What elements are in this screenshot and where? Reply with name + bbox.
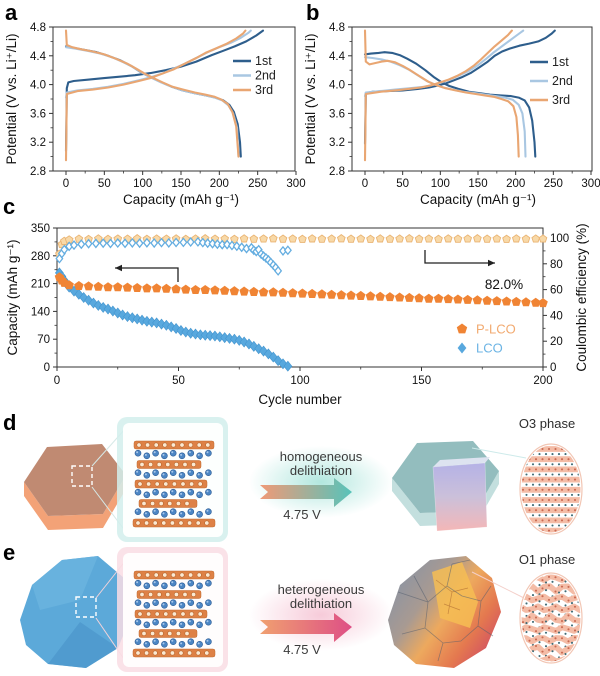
panel-label-b: b bbox=[306, 0, 320, 25]
svg-text:200: 200 bbox=[210, 178, 229, 190]
svg-text:4.8: 4.8 bbox=[30, 22, 46, 34]
o3-phase-label: O3 phase bbox=[519, 416, 575, 431]
zoom-region-box bbox=[75, 596, 97, 618]
svg-text:200: 200 bbox=[506, 178, 525, 190]
svg-text:0: 0 bbox=[362, 178, 368, 190]
svg-text:3rd: 3rd bbox=[552, 93, 570, 107]
phase-connector-line bbox=[471, 571, 525, 599]
heterogeneous-label-line1: heterogeneous bbox=[278, 582, 365, 597]
polyhedron-facet-top bbox=[32, 556, 98, 610]
svg-text:3.6: 3.6 bbox=[30, 108, 46, 120]
svg-text:50: 50 bbox=[172, 375, 185, 387]
svg-text:4.4: 4.4 bbox=[329, 51, 346, 63]
facet-crack-lines bbox=[435, 579, 469, 615]
svg-text:3.2: 3.2 bbox=[30, 137, 46, 149]
svg-text:3rd: 3rd bbox=[255, 83, 273, 97]
svg-text:3.2: 3.2 bbox=[329, 137, 345, 149]
svg-text:300: 300 bbox=[286, 178, 305, 190]
svg-text:0: 0 bbox=[54, 375, 60, 387]
panel-d-schematic: homogeneous delithiation 4.75 V O3 phase bbox=[24, 416, 583, 542]
panel-label-d: d bbox=[3, 410, 17, 435]
svg-text:250: 250 bbox=[248, 178, 267, 190]
o3-phase-lattice bbox=[521, 446, 581, 533]
svg-text:300: 300 bbox=[581, 178, 600, 190]
svg-text:2nd: 2nd bbox=[552, 74, 573, 88]
phase-connector-line bbox=[471, 447, 527, 459]
svg-text:0: 0 bbox=[44, 362, 50, 374]
pristine-platelet-side-face bbox=[24, 475, 126, 530]
svg-text:Capacity (mAh g⁻¹): Capacity (mAh g⁻¹) bbox=[123, 192, 239, 207]
svg-text:Potential (V vs. Li⁺/Li): Potential (V vs. Li⁺/Li) bbox=[4, 34, 19, 165]
homogeneous-label-line2: delithiation bbox=[290, 463, 352, 478]
svg-text:50: 50 bbox=[98, 178, 111, 190]
svg-text:2nd: 2nd bbox=[255, 69, 276, 83]
svg-text:P-LCO: P-LCO bbox=[476, 322, 516, 337]
svg-text:82.0%: 82.0% bbox=[485, 277, 523, 292]
delithiation-arrow-d bbox=[260, 478, 352, 507]
svg-text:3.6: 3.6 bbox=[329, 108, 345, 120]
svg-text:100: 100 bbox=[431, 178, 450, 190]
svg-text:250: 250 bbox=[544, 178, 563, 190]
svg-text:4.8: 4.8 bbox=[329, 22, 345, 34]
polyhedron-facet-bottom bbox=[48, 622, 118, 668]
svg-text:LCO: LCO bbox=[476, 341, 503, 356]
svg-text:210: 210 bbox=[31, 279, 50, 291]
bright-facet bbox=[432, 562, 478, 628]
voltage-label-e: 4.75 V bbox=[283, 642, 321, 657]
panel-e-schematic: heterogeneous delithiation 4.75 V O1 pha… bbox=[20, 547, 583, 672]
svg-text:350: 350 bbox=[31, 223, 50, 235]
svg-text:50: 50 bbox=[396, 178, 409, 190]
svg-text:4.4: 4.4 bbox=[30, 51, 47, 63]
svg-text:0: 0 bbox=[63, 178, 69, 190]
svg-text:200: 200 bbox=[533, 375, 552, 387]
voltage-label-d: 4.75 V bbox=[283, 507, 321, 522]
svg-text:Capacity (mAh g⁻¹): Capacity (mAh g⁻¹) bbox=[420, 192, 536, 207]
svg-text:4.0: 4.0 bbox=[329, 80, 345, 92]
o1-phase-label: O1 phase bbox=[519, 552, 575, 567]
arrow-glow bbox=[249, 446, 393, 518]
chart-a: 0 50 100 150 200 250 300 2.8 3.2 3.6 4.0 4.4 4.8 Capa… bbox=[4, 22, 306, 207]
svg-text:150: 150 bbox=[412, 375, 431, 387]
panel-label-e: e bbox=[3, 540, 16, 565]
cutout-cube-top bbox=[433, 457, 490, 467]
svg-text:70: 70 bbox=[37, 334, 50, 346]
svg-text:Potential (V vs. Li⁺/Li): Potential (V vs. Li⁺/Li) bbox=[303, 34, 318, 165]
svg-text:20: 20 bbox=[550, 336, 563, 348]
svg-text:2.8: 2.8 bbox=[329, 166, 345, 178]
svg-text:80: 80 bbox=[550, 259, 563, 271]
svg-text:100: 100 bbox=[550, 233, 569, 245]
svg-text:100: 100 bbox=[133, 178, 152, 190]
svg-text:40: 40 bbox=[550, 310, 563, 322]
svg-text:280: 280 bbox=[31, 251, 50, 263]
chart-c: 0 50 100 150 200070140210280350020406080100C… bbox=[5, 223, 589, 407]
svg-text:150: 150 bbox=[171, 178, 190, 190]
svg-text:2.8: 2.8 bbox=[30, 166, 46, 178]
homogeneous-label-line1: homogeneous bbox=[280, 449, 363, 464]
svg-text:1st: 1st bbox=[255, 54, 272, 68]
crack-lines bbox=[397, 559, 494, 662]
svg-text:150: 150 bbox=[468, 178, 487, 190]
svg-text:1st: 1st bbox=[552, 55, 569, 69]
svg-text:Capacity (mAh g⁻¹): Capacity (mAh g⁻¹) bbox=[5, 240, 20, 356]
cutout-cube-front bbox=[432, 462, 488, 532]
svg-text:60: 60 bbox=[550, 285, 563, 297]
panel-label-c: c bbox=[3, 194, 16, 219]
svg-text:100: 100 bbox=[290, 375, 309, 387]
heterogeneous-label-line2: delithiation bbox=[290, 596, 352, 611]
svg-text:4.0: 4.0 bbox=[30, 80, 46, 92]
svg-text:Cycle number: Cycle number bbox=[258, 392, 342, 407]
layered-crystal-structure bbox=[132, 440, 216, 528]
layered-crystal-structure bbox=[132, 570, 216, 658]
svg-text:140: 140 bbox=[31, 306, 50, 318]
panel-label-a: a bbox=[5, 0, 18, 25]
svg-text:0: 0 bbox=[550, 362, 556, 374]
chart-b: 0 50 100 150 200 250 300 2.8 3.2 3.6 4.0 4.4 4.8 Capa… bbox=[303, 22, 600, 207]
zoom-region-box bbox=[71, 465, 93, 487]
delithiation-arrow-e bbox=[260, 613, 352, 642]
svg-text:Coulombic efficiency (%): Coulombic efficiency (%) bbox=[574, 223, 589, 371]
